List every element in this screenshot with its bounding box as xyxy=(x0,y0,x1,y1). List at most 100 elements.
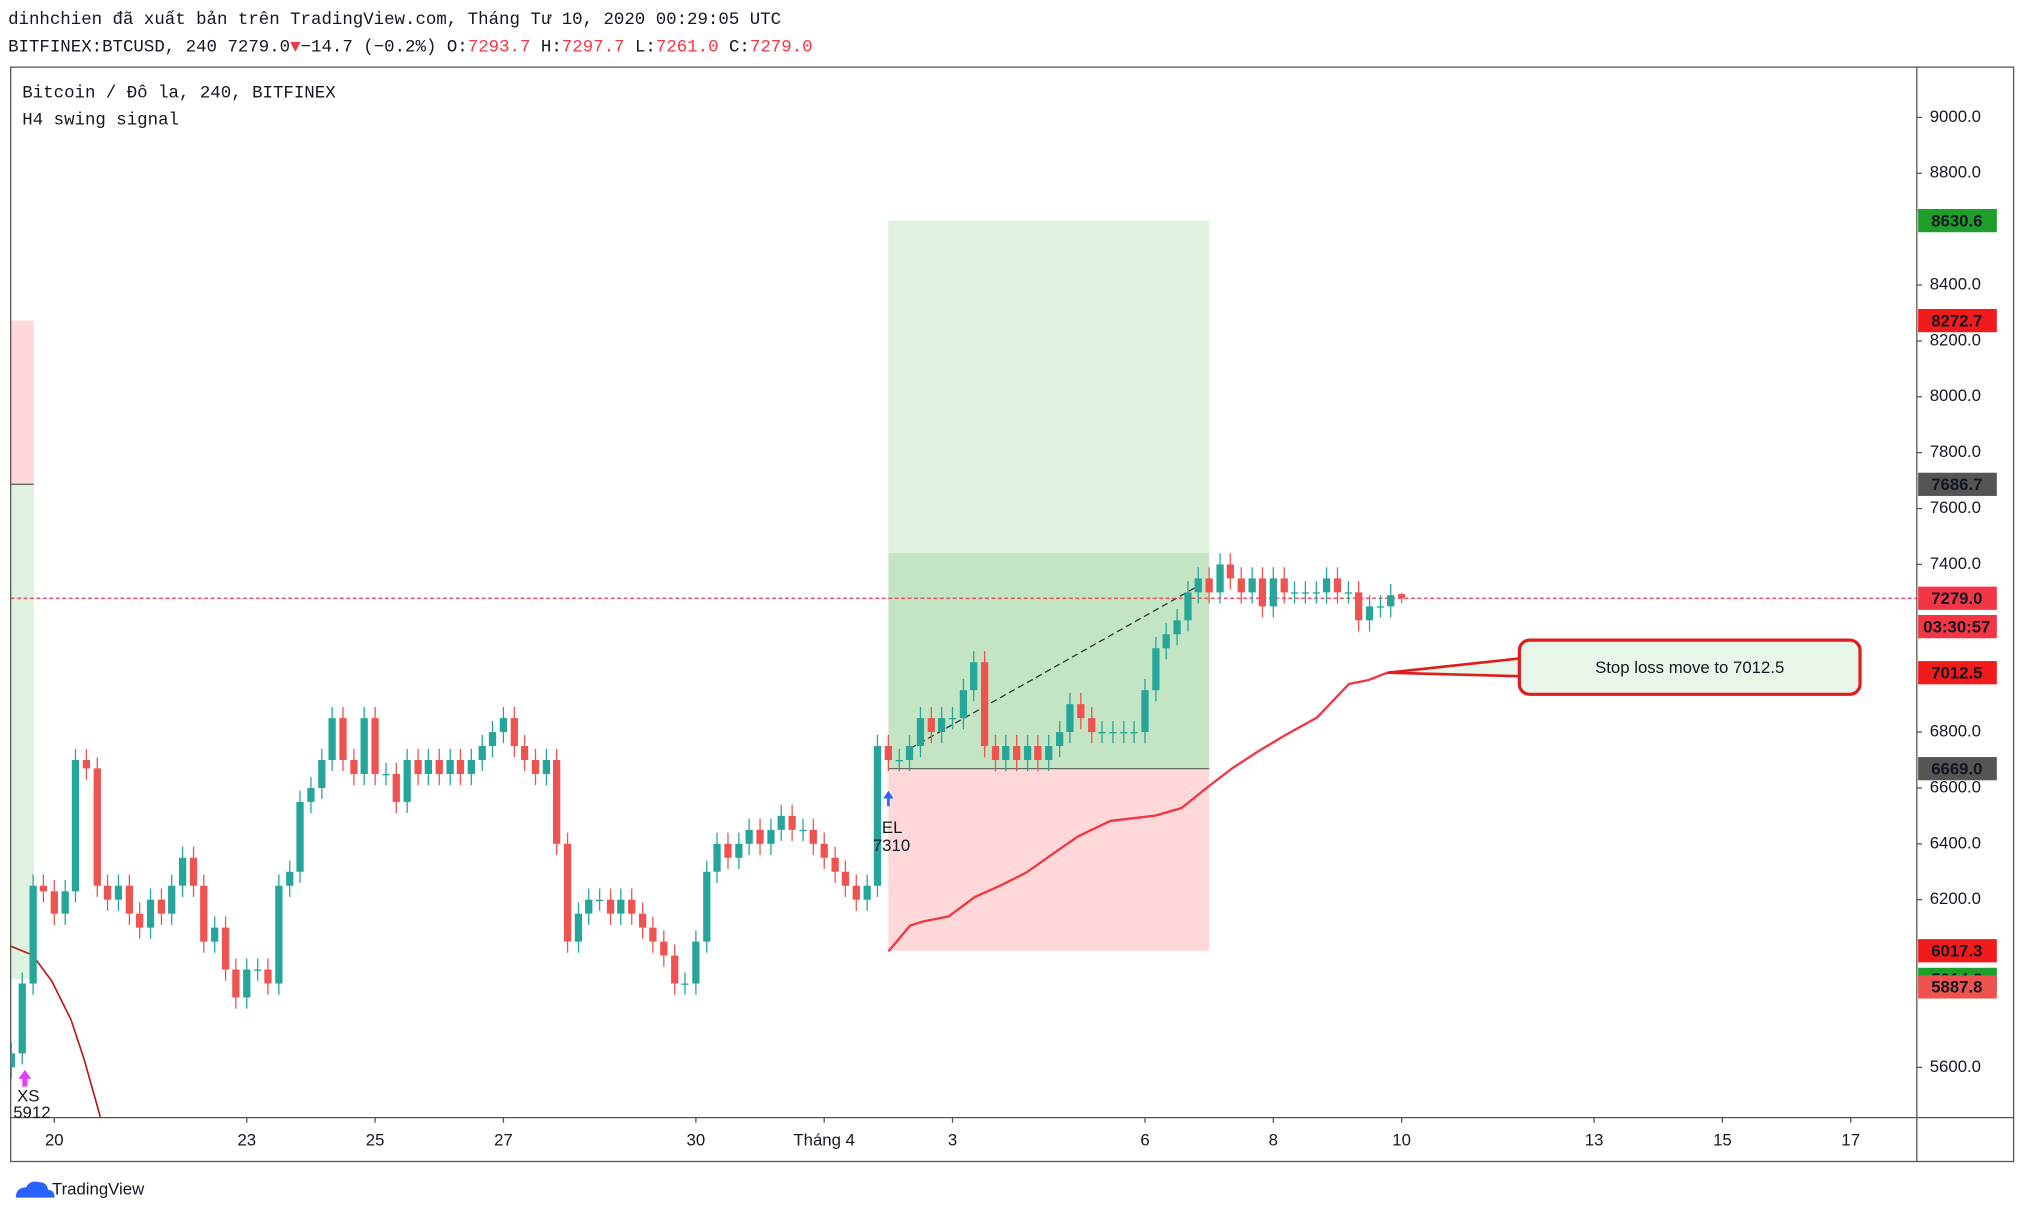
signal-arrow xyxy=(883,790,894,807)
candle-body xyxy=(809,829,817,844)
price-tag-label: 8630.6 xyxy=(1931,211,1982,230)
candle-body xyxy=(660,941,668,956)
x-tick-label: 10 xyxy=(1392,1130,1411,1149)
candle-body xyxy=(243,969,251,998)
o-label: O: xyxy=(447,37,468,57)
candle-body xyxy=(799,829,807,832)
candle-body xyxy=(296,801,304,872)
x-tick-label: 30 xyxy=(687,1130,706,1149)
candle-body xyxy=(606,899,615,914)
candle-body xyxy=(553,760,561,844)
candle-body xyxy=(1216,564,1224,593)
candle-body xyxy=(1280,578,1288,593)
h-value: 7297.7 xyxy=(562,37,625,57)
candle-body xyxy=(146,899,155,928)
countdown: 03:30:57 xyxy=(1923,617,1990,636)
candle-body xyxy=(456,760,465,774)
candle-body xyxy=(1355,592,1363,621)
candle-body xyxy=(50,891,58,914)
candle-body xyxy=(959,690,968,719)
candle-body xyxy=(531,760,540,774)
y-tick-label: 7600.0 xyxy=(1930,498,1981,517)
candle-body xyxy=(980,662,989,747)
candle-body xyxy=(1344,592,1353,594)
candle-body xyxy=(446,760,454,774)
y-tick-label: 7400.0 xyxy=(1930,554,1981,573)
countdown-tag xyxy=(1918,615,1997,639)
candle-body xyxy=(692,941,700,984)
header-line: dinhchien đã xuất bản trên TradingView.c… xyxy=(8,10,781,30)
candle-body xyxy=(895,760,903,762)
candle-body xyxy=(39,885,48,892)
x-tick-label: 6 xyxy=(1140,1130,1149,1149)
legend-symbol: Bitcoin / Đô la, 240, BITFINEX xyxy=(22,84,336,104)
x-tick-label: 20 xyxy=(45,1130,64,1149)
candle-body xyxy=(61,891,69,914)
candle-body xyxy=(93,768,101,886)
candle-body xyxy=(71,760,80,892)
candle-body xyxy=(29,885,37,984)
candle-body xyxy=(916,718,925,747)
candle-body xyxy=(1088,718,1096,733)
price-tag-label: 6017.3 xyxy=(1931,941,1982,960)
symbol: BITFINEX:BTCUSD, 240 xyxy=(8,37,217,57)
target-zone xyxy=(10,484,34,980)
candle-body xyxy=(542,760,551,774)
candle-body xyxy=(638,913,647,928)
candle-body xyxy=(745,829,753,844)
candle-body xyxy=(211,927,219,942)
candle-body xyxy=(713,843,721,872)
x-tick-label: 17 xyxy=(1841,1130,1860,1149)
l-value: 7261.0 xyxy=(656,37,719,57)
candle-body xyxy=(286,871,294,886)
candle-body xyxy=(735,843,743,858)
candle-body xyxy=(585,899,593,914)
candle-body xyxy=(820,843,828,858)
price-tag-label: 7279.0 xyxy=(1931,589,1982,608)
candle-body xyxy=(1077,704,1085,719)
candle-body xyxy=(777,815,785,830)
candle-body xyxy=(1152,648,1160,691)
price-tag-label: 5887.8 xyxy=(1931,978,1982,997)
candle-body xyxy=(189,857,198,886)
candle-body xyxy=(1045,746,1053,761)
x-tick-label: 3 xyxy=(948,1130,957,1149)
stop-zone xyxy=(888,768,1210,951)
frame xyxy=(10,66,2015,1163)
candle-body xyxy=(403,760,411,802)
price-tag xyxy=(1918,472,1997,496)
x-tick-label: Tháng 4 xyxy=(793,1130,855,1149)
candle-body xyxy=(318,760,326,788)
candle-body xyxy=(1013,746,1021,761)
y-tick-label: 9000.0 xyxy=(1930,107,1981,126)
signal-price: 5912 xyxy=(13,1103,50,1122)
candle-body xyxy=(991,746,1000,761)
candle-body xyxy=(135,913,144,928)
indicator-line xyxy=(909,583,1202,750)
candle-body xyxy=(937,718,946,733)
x-tick-label: 25 xyxy=(366,1130,385,1149)
candle-body xyxy=(1120,732,1128,734)
candle-body xyxy=(1205,578,1213,593)
candle-body xyxy=(1002,746,1010,761)
candle-body xyxy=(1034,746,1042,761)
candle-body xyxy=(114,885,123,900)
price-tag xyxy=(1918,586,1997,610)
price-tag-label: 7686.7 xyxy=(1931,475,1982,494)
candle-body xyxy=(1237,578,1245,593)
axes: 5600.0 6200.0 6400.0 6600.0 6800.0 7400.0 7600… xyxy=(45,107,1997,1149)
candle-body xyxy=(1290,592,1299,594)
candle-body xyxy=(756,829,764,844)
candle-body xyxy=(339,718,347,761)
candle-body xyxy=(596,899,604,901)
candle-body xyxy=(200,885,208,942)
candle-body xyxy=(10,1053,15,1068)
candle-body xyxy=(264,969,272,984)
candle-body xyxy=(1194,578,1202,593)
candle-body xyxy=(510,718,518,747)
candle-body xyxy=(178,857,187,886)
candle-body xyxy=(1387,595,1395,607)
candle-body xyxy=(681,983,689,985)
x-tick-label: 23 xyxy=(237,1130,256,1149)
